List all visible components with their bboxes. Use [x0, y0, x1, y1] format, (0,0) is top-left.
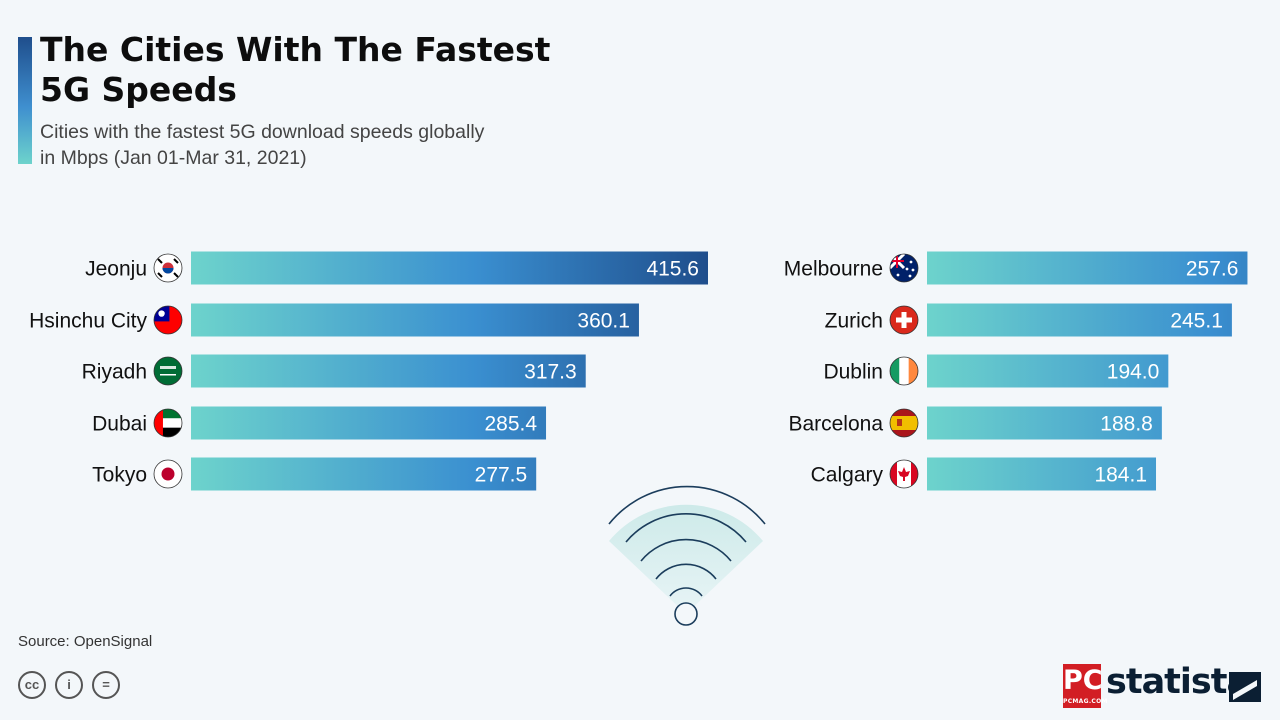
category-label: Hsinchu City	[29, 310, 147, 333]
spain-flag	[889, 408, 919, 438]
value-label: 245.1	[1170, 310, 1223, 333]
category-label: Jeonju	[85, 258, 147, 281]
no-derivatives-icon[interactable]: =	[92, 671, 120, 699]
australia-flag	[889, 253, 919, 283]
bar-tokyo	[191, 457, 537, 491]
pcmag-logo-text: PC	[1063, 665, 1103, 696]
bar-zurich	[927, 303, 1232, 337]
category-label: Riyadh	[82, 361, 147, 384]
chart-subtitle: Cities with the fastest 5G download spee…	[40, 121, 485, 169]
category-label: Zurich	[825, 310, 883, 333]
bar-melbourne	[927, 251, 1248, 285]
value-label: 277.5	[475, 464, 528, 487]
chart-title: The Cities With The Fastest 5G Speeds	[40, 30, 551, 109]
japan-flag	[153, 459, 183, 489]
value-label: 285.4	[484, 413, 537, 436]
bar-jeonju	[191, 251, 708, 285]
value-label: 257.6	[1186, 258, 1239, 281]
category-label: Melbourne	[784, 258, 883, 281]
category-label: Calgary	[811, 464, 884, 487]
value-label: 188.8	[1100, 413, 1153, 436]
pcmag-logo-subtext: PCMAG.COM	[1063, 698, 1108, 705]
value-label: 184.1	[1094, 464, 1147, 487]
category-label: Dubai	[92, 413, 147, 436]
bar-calgary	[927, 457, 1157, 491]
source-note: Source: OpenSignal	[18, 633, 153, 650]
canada-flag	[889, 459, 919, 489]
saudi-arabia-flag	[153, 356, 183, 386]
taiwan-flag	[153, 305, 183, 335]
bar-dublin	[927, 354, 1169, 388]
cc-icon[interactable]: cc	[18, 671, 46, 699]
attribution-icon[interactable]: i	[55, 671, 83, 699]
statista-logo[interactable]: statista	[1106, 662, 1250, 702]
pcmag-logo[interactable]: PC PCMAG.COM	[1063, 664, 1108, 708]
bar-barcelona	[927, 406, 1162, 440]
category-label: Tokyo	[92, 464, 147, 487]
bar-riyadh	[191, 354, 586, 388]
wifi-icon	[608, 485, 766, 626]
value-label: 360.1	[577, 310, 630, 333]
statista-logo-mark	[1229, 672, 1261, 702]
category-label: Barcelona	[788, 413, 883, 436]
value-label: 317.3	[524, 361, 577, 384]
category-label: Dublin	[823, 361, 883, 384]
value-label: 194.0	[1107, 361, 1160, 384]
bar-hsinchu-city	[191, 303, 639, 337]
title-accent-bar	[18, 37, 32, 164]
bar-dubai	[191, 406, 547, 440]
uae-flag	[153, 408, 183, 438]
value-label: 415.6	[646, 258, 699, 281]
switzerland-flag	[889, 305, 919, 335]
ireland-flag	[889, 356, 919, 386]
south-korea-flag	[153, 253, 183, 283]
